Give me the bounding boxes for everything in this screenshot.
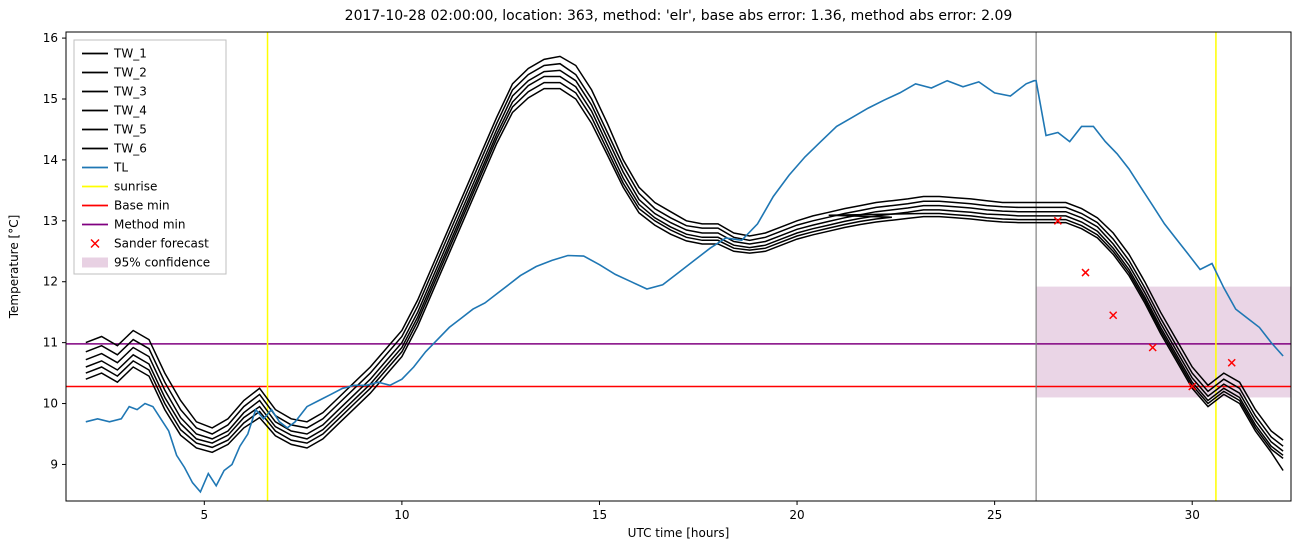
chart-svg: 5 10 15 20 25 30 9 10 11 12 13 14 15 16 UTC time [hour…	[0, 0, 1311, 547]
x-tick-label: 25	[987, 508, 1002, 522]
legend-label: TW_1	[113, 47, 147, 61]
y-tick-label: 10	[43, 397, 58, 411]
legend-label: TW_4	[113, 104, 147, 118]
legend-label: TW_3	[113, 85, 147, 99]
x-tick-label: 20	[789, 508, 804, 522]
y-tick-label: 13	[43, 214, 58, 228]
x-axis-label-svg: UTC time [hours]	[628, 526, 730, 540]
legend-label: TW_6	[113, 142, 147, 156]
chart-wrapper: 5 10 15 20 25 30 9 10 11 12 13 14 15 16 UTC time [hour…	[0, 0, 1311, 547]
legend-label: 95% confidence	[114, 256, 210, 270]
legend-label: TW_2	[113, 66, 147, 80]
legend-label: sunrise	[114, 180, 157, 194]
legend-label: Sander forecast	[114, 237, 209, 251]
y-tick-label: 14	[43, 153, 58, 167]
y-tick-label: 11	[43, 336, 58, 350]
confidence-box	[1036, 287, 1291, 398]
legend-label: Base min	[114, 199, 170, 213]
y-tick-label: 16	[43, 31, 58, 45]
x-tick-label: 30	[1185, 508, 1200, 522]
y-axis-label-svg: Temperature [°C]	[7, 215, 21, 320]
y-tick-label: 12	[43, 275, 58, 289]
legend-label: TW_5	[113, 123, 147, 137]
legend-marker	[82, 258, 108, 268]
legend-label: TL	[113, 161, 128, 175]
x-tick-label: 15	[592, 508, 607, 522]
legend-label: Method min	[114, 218, 185, 232]
x-tick-label: 5	[200, 508, 208, 522]
y-tick-label: 15	[43, 92, 58, 106]
chart-title-svg: 2017-10-28 02:00:00, location: 363, meth…	[345, 8, 1013, 24]
x-tick-label: 10	[394, 508, 409, 522]
y-tick-label: 9	[50, 457, 58, 471]
